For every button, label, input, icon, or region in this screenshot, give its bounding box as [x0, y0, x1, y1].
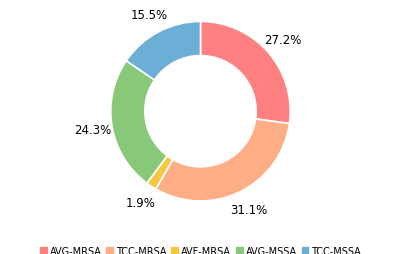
Wedge shape [147, 156, 173, 189]
Wedge shape [200, 22, 290, 124]
Wedge shape [111, 61, 167, 183]
Wedge shape [126, 22, 200, 81]
Text: 27.2%: 27.2% [264, 34, 302, 47]
Text: 15.5%: 15.5% [131, 9, 168, 22]
Legend: AVG-MRSA, TCC-MRSA, AVF-MRSA, AVG-MSSA, TCC-MSSA: AVG-MRSA, TCC-MRSA, AVF-MRSA, AVG-MSSA, … [40, 246, 361, 254]
Wedge shape [156, 119, 290, 201]
Text: 31.1%: 31.1% [230, 203, 267, 216]
Text: 24.3%: 24.3% [74, 123, 111, 136]
Text: 1.9%: 1.9% [126, 196, 155, 209]
